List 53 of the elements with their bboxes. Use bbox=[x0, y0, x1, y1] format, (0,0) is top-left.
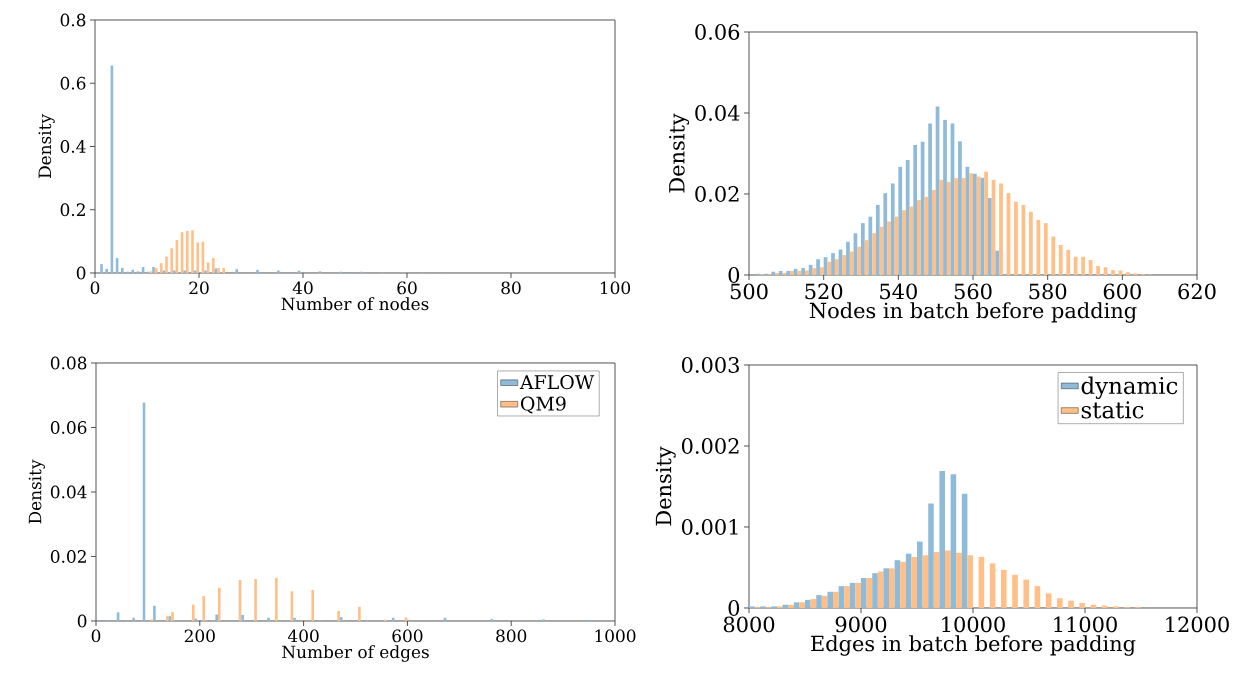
y-tick-label: 0.06 bbox=[50, 421, 87, 434]
y-axis-title: Density bbox=[28, 459, 45, 524]
y-tick-label: 0.04 bbox=[50, 485, 87, 499]
x-axis-title: Edges in batch before padding bbox=[811, 635, 1136, 656]
x-tick-label: 12000 bbox=[1166, 616, 1229, 633]
y-tick-label: 0.001 bbox=[681, 519, 738, 535]
y-tick-label: 0.2 bbox=[60, 203, 85, 217]
legend-label: static bbox=[1081, 401, 1144, 419]
x-tick-label: 560 bbox=[954, 283, 992, 300]
x-axis-title: Number of edges bbox=[282, 645, 429, 662]
x-tick-label: 800 bbox=[496, 629, 527, 643]
legend-label: QM9 bbox=[520, 396, 566, 414]
y-tick-label: 0.003 bbox=[681, 357, 739, 373]
y-tick-label: 0.02 bbox=[695, 186, 739, 202]
y-tick-label: 0.06 bbox=[695, 24, 740, 40]
x-tick-label: 11000 bbox=[1054, 616, 1117, 633]
y-tick-label: 0 bbox=[728, 600, 740, 616]
x-tick-label: 1000 bbox=[595, 629, 636, 643]
x-tick-label: 40 bbox=[292, 281, 313, 295]
x-tick-label: 8000 bbox=[723, 616, 775, 633]
y-tick-label: 0.02 bbox=[50, 550, 86, 563]
y-tick-label: 0 bbox=[76, 266, 86, 280]
x-tick-label: 500 bbox=[730, 283, 768, 300]
x-tick-label: 0 bbox=[90, 281, 100, 295]
x-tick-label: 200 bbox=[184, 629, 215, 643]
y-axis-title: Density bbox=[655, 446, 676, 526]
x-tick-label: 20 bbox=[189, 281, 209, 295]
x-tick-label: 400 bbox=[287, 629, 319, 643]
x-tick-label: 60 bbox=[397, 281, 417, 295]
y-tick-label: 0.6 bbox=[60, 76, 86, 90]
x-tick-label: 620 bbox=[1178, 283, 1216, 300]
y-tick-label: 0.002 bbox=[681, 438, 739, 454]
y-tick-label: 0 bbox=[728, 267, 740, 283]
y-tick-label: 0.8 bbox=[60, 13, 86, 27]
x-axis-title: Nodes in batch before padding bbox=[809, 302, 1137, 323]
x-tick-label: 600 bbox=[392, 629, 423, 643]
x-tick-label: 0 bbox=[91, 629, 101, 643]
x-axis-title: Number of nodes bbox=[281, 297, 429, 311]
x-tick-label: 520 bbox=[805, 283, 843, 300]
y-tick-label: 0.08 bbox=[50, 356, 87, 370]
x-tick-label: 9000 bbox=[835, 616, 887, 633]
y-axis-title: Density bbox=[38, 114, 55, 179]
x-tick-label: 600 bbox=[1103, 283, 1141, 300]
x-tick-label: 100 bbox=[600, 281, 631, 295]
x-tick-label: 580 bbox=[1029, 283, 1067, 300]
x-tick-label: 540 bbox=[880, 283, 917, 300]
y-tick-label: 0.4 bbox=[60, 140, 86, 153]
y-tick-label: 0.04 bbox=[695, 105, 740, 121]
y-axis-title: Density bbox=[669, 113, 690, 193]
x-tick-label: 10000 bbox=[942, 616, 1005, 633]
legend-label: dynamic bbox=[1081, 376, 1178, 399]
x-tick-label: 80 bbox=[501, 281, 521, 295]
legend-label: AFLOW bbox=[519, 374, 595, 390]
